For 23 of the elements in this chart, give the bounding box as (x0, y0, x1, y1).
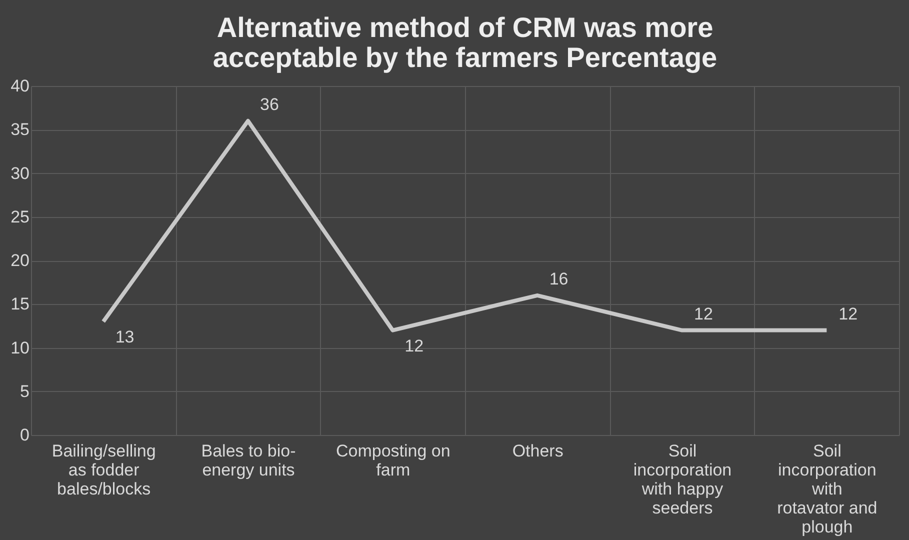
data-label: 16 (549, 269, 568, 288)
x-tick-label: Bailing/selling as fodder bales/blocks (52, 442, 156, 498)
data-label: 12 (404, 336, 424, 356)
x-tick-label: Soil incorporation with rotavator and plough (777, 442, 878, 536)
line-series (101, 118, 829, 332)
y-tick-label: 40 (10, 76, 30, 96)
y-tick-label: 10 (10, 338, 30, 358)
y-tick-label: 35 (10, 120, 30, 140)
data-label: 12 (838, 304, 858, 324)
y-tick-label: 0 (20, 426, 30, 444)
x-tick-label: Soil incorporation with happy seeders (633, 442, 732, 518)
y-tick-label: 5 (20, 382, 30, 401)
chart-title: Alternative method of CRM was more acceptable by the farmers Percentage (212, 12, 718, 73)
data-label: 13 (115, 328, 134, 347)
x-tick-label: Composting on farm (336, 442, 450, 480)
data-label: 36 (260, 94, 279, 114)
y-tick-label: 20 (10, 251, 30, 270)
y-tick-label: 25 (10, 207, 30, 226)
data-label: 12 (694, 304, 713, 324)
y-tick-label: 30 (10, 164, 30, 183)
x-tick-label: Others (512, 442, 564, 460)
y-tick-label: 15 (10, 294, 30, 314)
x-tick-label: Bales to bio-energy units (201, 442, 296, 480)
